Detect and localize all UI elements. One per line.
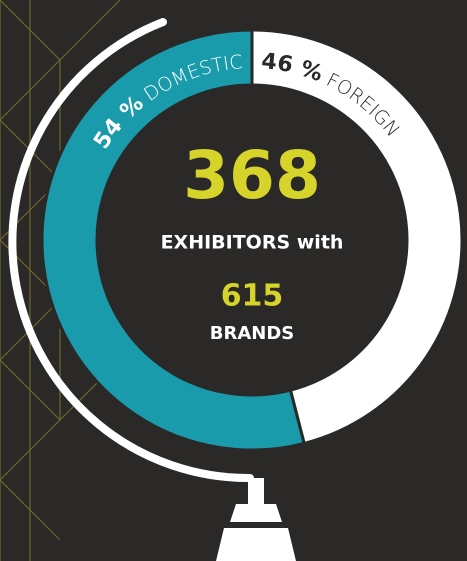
- brands-label: BRANDS: [210, 323, 294, 344]
- globe-meridian: [8, 18, 254, 483]
- exhibitors-count: 368: [183, 137, 321, 214]
- exhibitors-label: EXHIBITORS with: [161, 232, 344, 254]
- donut-hole: [97, 85, 407, 395]
- brands-count: 615: [221, 279, 284, 314]
- globe-stand: [216, 478, 296, 561]
